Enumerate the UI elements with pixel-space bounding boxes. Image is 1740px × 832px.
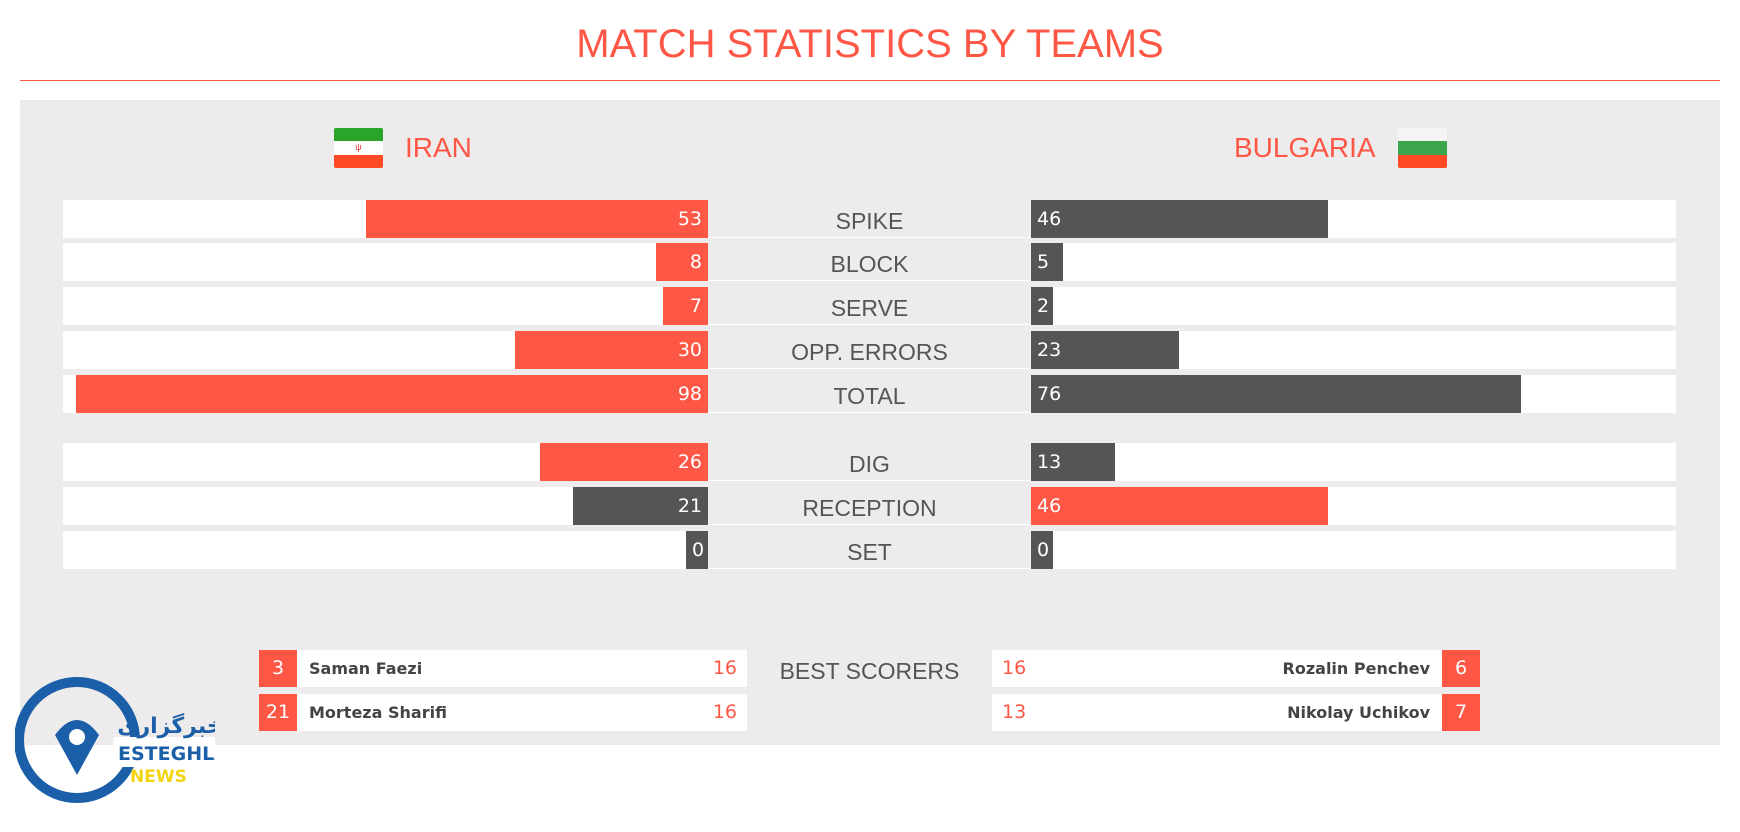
away-scorer-row: 16 Rozalin Penchev 6 <box>992 650 1480 687</box>
home-bar: 53 <box>366 200 708 238</box>
away-bar: 2 <box>1031 287 1053 325</box>
away-bar: 46 <box>1031 200 1328 238</box>
away-bar: 46 <box>1031 487 1328 525</box>
stat-label: SPIKE <box>708 200 1031 238</box>
stat-label: SET <box>708 531 1031 569</box>
player-number: 3 <box>259 650 297 687</box>
away-bar: 13 <box>1031 443 1115 481</box>
player-points: 16 <box>712 701 737 723</box>
page-title: MATCH STATISTICS BY TEAMS <box>576 22 1164 66</box>
esteghlal-news-logo: خبرگزاری ESTEGHLAL NEWS <box>14 675 241 819</box>
svg-text:NEWS: NEWS <box>130 767 187 787</box>
home-scorer-row: 3 Saman Faezi 16 <box>259 650 747 687</box>
stat-label: DIG <box>708 443 1031 481</box>
away-bar-track: 5 <box>1031 243 1676 281</box>
home-bar: 0 <box>686 531 708 569</box>
home-team: ψ IRAN <box>334 128 472 168</box>
away-bar: 5 <box>1031 243 1064 281</box>
player-number: 21 <box>259 694 297 731</box>
home-scorer-row: 21 Morteza Sharifi 16 <box>259 694 747 731</box>
home-bar: 7 <box>662 287 708 325</box>
stat-row: 98 TOTAL 76 <box>63 375 1676 413</box>
player-number: 7 <box>1442 694 1480 731</box>
away-scorer-row: 13 Nikolay Uchikov 7 <box>992 694 1480 731</box>
away-bar-track: 76 <box>1031 375 1676 413</box>
home-bar: 98 <box>75 375 708 413</box>
player-number: 6 <box>1442 650 1480 687</box>
home-bar-track: 0 <box>63 531 708 569</box>
away-team-name: BULGARIA <box>1234 132 1376 163</box>
stat-row: 0 SET 0 <box>63 531 1676 569</box>
home-bar-track: 21 <box>63 487 708 525</box>
stat-row: 21 RECEPTION 46 <box>63 487 1676 525</box>
away-bar-track: 23 <box>1031 331 1676 369</box>
away-bar-track: 46 <box>1031 487 1676 525</box>
stats-panel <box>20 100 1720 745</box>
stat-label: SERVE <box>708 287 1031 325</box>
svg-text:ESTEGHLAL: ESTEGHLAL <box>118 743 215 765</box>
home-bar-track: 53 <box>63 200 708 238</box>
home-bar-track: 98 <box>63 375 708 413</box>
stat-row: 30 OPP. ERRORS 23 <box>63 331 1676 369</box>
stat-row: 26 DIG 13 <box>63 443 1676 481</box>
stat-label: BLOCK <box>708 243 1031 281</box>
stat-label: OPP. ERRORS <box>708 331 1031 369</box>
away-bar: 76 <box>1031 375 1522 413</box>
iran-flag-icon: ψ <box>334 128 383 168</box>
home-bar-track: 8 <box>63 243 708 281</box>
away-bar-track: 0 <box>1031 531 1676 569</box>
stat-row: 7 SERVE 2 <box>63 287 1676 325</box>
home-bar: 21 <box>572 487 708 525</box>
player-name: Saman Faezi <box>309 659 423 678</box>
home-bar: 30 <box>514 331 708 369</box>
stat-row: 8 BLOCK 5 <box>63 243 1676 281</box>
home-bar-track: 26 <box>63 443 708 481</box>
player-points: 16 <box>712 657 737 679</box>
home-bar: 8 <box>656 243 708 281</box>
player-name: Nikolay Uchikov <box>1287 703 1430 722</box>
player-name: Morteza Sharifi <box>309 703 447 722</box>
home-bar: 26 <box>540 443 708 481</box>
away-bar: 23 <box>1031 331 1180 369</box>
home-team-name: IRAN <box>405 132 472 163</box>
svg-text:خبرگزاری: خبرگزاری <box>117 712 215 739</box>
stat-label: RECEPTION <box>708 487 1031 525</box>
best-scorers-label: BEST SCORERS <box>779 658 960 684</box>
away-bar-track: 2 <box>1031 287 1676 325</box>
player-points: 13 <box>1002 701 1027 723</box>
stat-label: TOTAL <box>708 375 1031 413</box>
bulgaria-flag-icon <box>1397 128 1447 168</box>
away-bar-track: 13 <box>1031 443 1676 481</box>
away-team: BULGARIA <box>1234 128 1447 168</box>
player-name: Rozalin Penchev <box>1282 659 1430 678</box>
home-bar-track: 7 <box>63 287 708 325</box>
title-divider <box>20 80 1720 81</box>
home-bar-track: 30 <box>63 331 708 369</box>
away-bar-track: 46 <box>1031 200 1676 238</box>
away-bar: 0 <box>1031 531 1053 569</box>
stat-row: 53 SPIKE 46 <box>63 200 1676 238</box>
player-points: 16 <box>1002 657 1027 679</box>
